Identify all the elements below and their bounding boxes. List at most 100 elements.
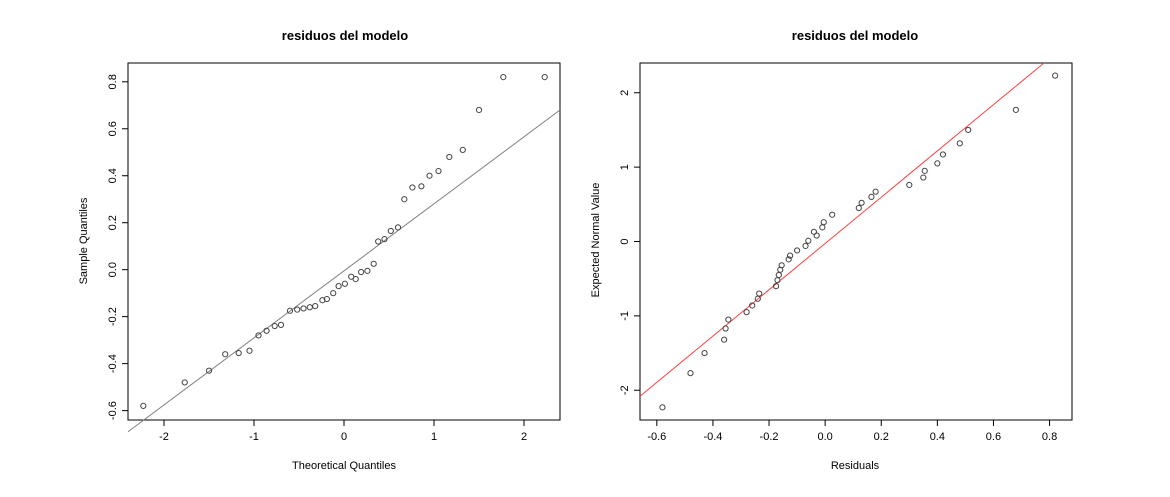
right-plot-frame	[639, 62, 1073, 421]
left-data-point	[394, 224, 402, 231]
right-ytick-label: 1	[619, 164, 631, 170]
left-xtick-label: 2	[521, 431, 527, 443]
left-data-point	[286, 307, 294, 314]
right-ylabel: Expected Normal Value	[590, 183, 602, 298]
right-title: residuos del modelo	[792, 28, 918, 43]
left-data-point	[370, 260, 377, 267]
left-xlabel: Theoretical Quantiles	[292, 460, 396, 472]
left-data-point	[358, 268, 365, 276]
right-data-point	[722, 325, 729, 332]
right-xtick-label: -0.2	[760, 431, 779, 443]
right-xtick-label: -0.4	[703, 431, 722, 443]
left-data-point	[277, 321, 285, 328]
left-data-point	[375, 238, 382, 245]
left-data-point	[140, 402, 147, 410]
left-data-point	[222, 351, 229, 358]
left-xtick-label: -1	[249, 431, 259, 443]
left-data-point	[381, 236, 388, 243]
right-data-point	[756, 290, 763, 297]
left-data-point	[294, 306, 301, 313]
left-data-point	[435, 167, 442, 175]
left-ytick-label: -0.4	[107, 354, 119, 373]
left-ylabel: Sample Quantiles	[78, 197, 90, 284]
right-data-point	[687, 370, 694, 377]
right-data-point	[872, 188, 879, 195]
left-ytick-label: 0.8	[107, 74, 119, 89]
left-data-point	[181, 379, 188, 386]
right-data-point	[965, 126, 972, 134]
left-points	[140, 73, 548, 410]
right-data-point	[721, 336, 728, 343]
right-ticks: -0.6 -0.4 -0.2 0.0 0.2 0.4 0.6 0.8 -2 -1 0 1 2	[619, 90, 1057, 443]
left-data-point	[387, 227, 394, 235]
right-xlabel: Residuals	[831, 460, 880, 472]
right-xtick-label: -0.6	[647, 431, 666, 443]
left-xtick-label: 0	[341, 431, 347, 443]
right-data-point	[785, 256, 792, 263]
left-ytick-label: 0.2	[107, 215, 119, 230]
left-xtick-label: 1	[431, 431, 437, 443]
right-data-point	[829, 211, 836, 218]
left-data-point	[341, 280, 348, 287]
right-data-point	[820, 219, 827, 226]
right-data-point	[772, 283, 780, 290]
left-ytick-label: 0.6	[107, 121, 119, 136]
left-data-point	[500, 73, 507, 81]
right-data-point	[906, 181, 913, 189]
right-xtick-label: 0.8	[1042, 431, 1057, 443]
right-ytick-label: -2	[619, 385, 631, 395]
right-data-point	[858, 199, 865, 206]
left-plot-frame	[127, 62, 561, 421]
left-data-point	[409, 184, 416, 191]
right-data-point	[786, 252, 794, 259]
left-data-point	[271, 322, 278, 330]
right-data-point	[921, 167, 928, 174]
left-ytick-label: -0.2	[107, 307, 119, 326]
left-data-point	[330, 290, 337, 297]
left-data-point	[323, 295, 330, 303]
left-data-point	[300, 305, 307, 312]
right-data-point	[934, 160, 941, 167]
left-title: residuos del modelo	[282, 28, 408, 43]
right-xtick-label: 0.0	[817, 431, 832, 443]
left-data-point	[352, 275, 359, 283]
left-data-point	[364, 267, 371, 274]
right-ytick-label: -1	[619, 311, 631, 321]
left-data-point	[401, 196, 408, 203]
left-data-point	[475, 106, 483, 114]
left-ytick-label: 0.4	[107, 168, 119, 183]
left-data-point	[418, 183, 425, 190]
right-data-point	[749, 302, 756, 309]
right-data-point	[659, 404, 666, 411]
right-data-point	[855, 204, 862, 212]
right-points	[659, 72, 1059, 411]
right-data-point	[778, 262, 785, 269]
right-data-point	[810, 228, 818, 235]
left-data-point	[263, 327, 270, 334]
right-ytick-label: 2	[619, 90, 631, 96]
right-data-point	[725, 316, 732, 323]
right-data-point	[956, 140, 963, 147]
left-data-point	[255, 332, 262, 339]
left-data-point	[446, 153, 453, 161]
left-data-point	[459, 146, 466, 154]
right-xtick-label: 0.6	[986, 431, 1001, 443]
right-data-point	[939, 151, 947, 158]
right-data-point	[868, 193, 875, 200]
right-data-point	[1012, 106, 1019, 113]
right-data-point	[793, 247, 801, 254]
right-data-point	[802, 242, 809, 250]
qq-plot-right: residuos del modelo -0.6 -0.4 -0.2 0.0 0.2 0.…	[590, 28, 1073, 472]
right-data-point	[743, 309, 750, 316]
left-data-point	[246, 347, 253, 354]
left-data-point	[306, 304, 313, 311]
left-data-point	[335, 283, 342, 290]
left-ytick-label: 0.0	[107, 262, 119, 277]
left-xtick-label: -2	[159, 431, 169, 443]
right-data-point	[920, 174, 927, 181]
right-data-point	[775, 271, 782, 279]
left-reference-line	[127, 109, 561, 433]
right-data-point	[819, 224, 826, 231]
left-data-point	[312, 302, 319, 310]
